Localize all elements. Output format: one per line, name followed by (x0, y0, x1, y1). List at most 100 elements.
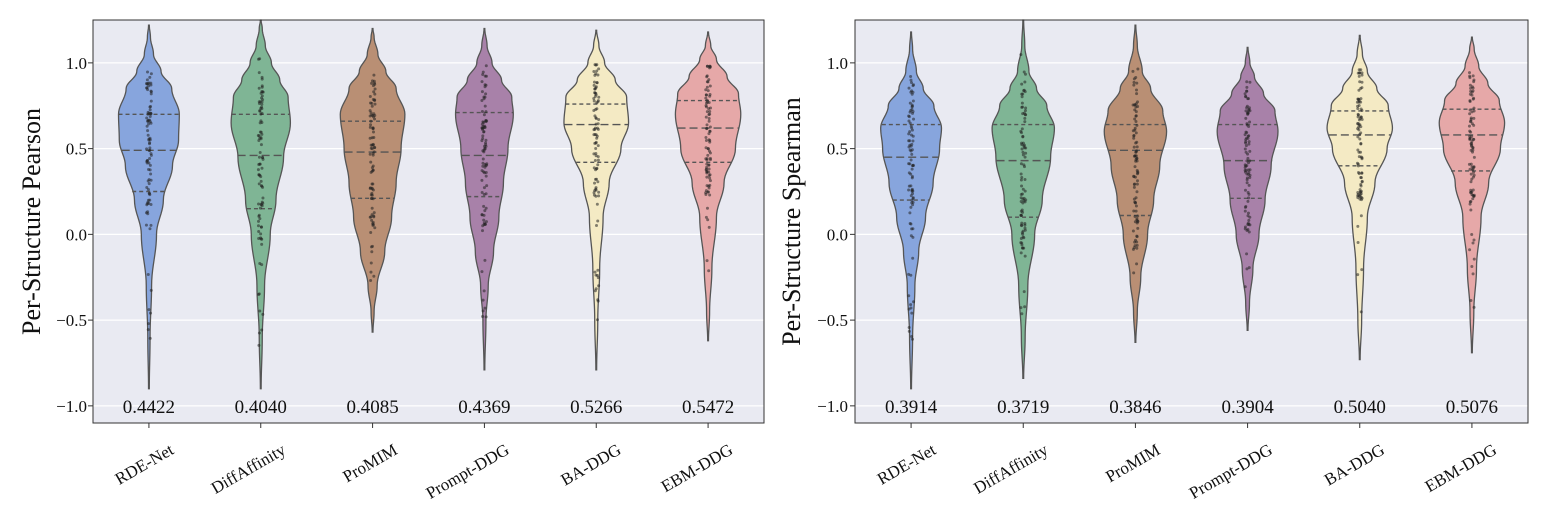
data-point (708, 110, 712, 114)
data-point (706, 190, 710, 194)
data-point (597, 284, 601, 288)
data-point (1246, 97, 1250, 101)
data-point (149, 112, 153, 116)
data-point (482, 120, 486, 124)
data-point (1132, 145, 1136, 149)
data-point (484, 74, 488, 78)
data-point (594, 85, 598, 89)
data-point (708, 193, 712, 197)
y-tick-label: −0.5 (56, 311, 87, 330)
data-point (1243, 227, 1247, 231)
data-point (261, 196, 265, 200)
data-point (1134, 114, 1138, 118)
data-point (1244, 140, 1248, 144)
data-point (1021, 187, 1025, 191)
data-point (1020, 243, 1024, 247)
data-point (1356, 135, 1360, 139)
data-point (481, 157, 485, 161)
data-point (593, 177, 597, 181)
data-point (595, 318, 599, 322)
data-point (149, 72, 153, 76)
data-point (1472, 155, 1476, 159)
data-point (704, 135, 708, 139)
data-point (148, 168, 152, 172)
data-point (1471, 175, 1475, 179)
data-point (481, 161, 485, 165)
data-point (1135, 182, 1139, 186)
data-point (480, 169, 484, 173)
data-point (482, 130, 486, 134)
data-point (1132, 83, 1136, 87)
y-tick-label: 0.5 (66, 140, 87, 159)
data-point (371, 142, 375, 146)
data-point (1132, 185, 1136, 189)
data-point (593, 141, 597, 145)
data-point (260, 102, 264, 106)
data-point (370, 191, 374, 195)
data-point (908, 110, 912, 114)
data-point (373, 81, 377, 85)
data-point (145, 185, 149, 189)
data-point (482, 221, 486, 225)
data-point (146, 133, 150, 137)
data-point (910, 128, 914, 132)
data-point (482, 113, 486, 117)
mean-label: 0.4040 (235, 397, 287, 418)
data-point (911, 203, 915, 207)
data-point (706, 89, 710, 93)
data-point (483, 104, 487, 108)
data-point (911, 196, 915, 200)
data-point (1022, 89, 1026, 93)
data-point (259, 179, 263, 183)
data-point (373, 226, 377, 230)
data-point (147, 161, 151, 165)
data-point (148, 156, 152, 160)
data-point (148, 136, 152, 140)
y-tick-label: 0.5 (827, 140, 848, 159)
data-point (909, 306, 913, 310)
data-point (372, 274, 376, 278)
data-point (705, 175, 709, 179)
data-point (258, 151, 262, 155)
data-point (483, 258, 487, 262)
data-point (146, 322, 150, 326)
data-point (705, 80, 709, 84)
data-point (705, 123, 709, 127)
data-point (257, 292, 261, 296)
data-point (372, 73, 376, 77)
data-point (1244, 116, 1248, 120)
data-point (149, 99, 153, 103)
data-point (910, 227, 914, 231)
data-point (1135, 159, 1139, 163)
data-point (1245, 252, 1249, 256)
data-point (258, 130, 262, 134)
violin-promim: 0.3846 (1103, 24, 1168, 418)
data-point (1468, 74, 1472, 78)
data-point (911, 164, 915, 168)
data-point (1468, 167, 1472, 171)
data-point (911, 84, 915, 88)
data-point (257, 202, 261, 206)
data-point (369, 160, 373, 164)
data-point (1020, 312, 1024, 316)
data-point (592, 69, 596, 73)
data-point (1472, 170, 1476, 174)
data-point (1467, 71, 1471, 75)
data-point (258, 309, 262, 313)
data-point (259, 137, 263, 141)
data-point (1358, 71, 1362, 75)
data-point (705, 64, 709, 68)
data-point (1358, 188, 1362, 192)
data-point (909, 273, 913, 277)
data-point (1472, 165, 1476, 169)
data-point (908, 211, 912, 215)
data-point (1471, 89, 1475, 93)
data-point (369, 123, 373, 127)
mean-label: 0.3914 (885, 397, 938, 418)
data-point (149, 89, 153, 93)
violin-ba-ddg: 0.5040 (1326, 34, 1394, 418)
data-point (707, 225, 711, 229)
data-point (1247, 266, 1251, 270)
data-point (260, 75, 264, 79)
data-point (1136, 226, 1140, 230)
